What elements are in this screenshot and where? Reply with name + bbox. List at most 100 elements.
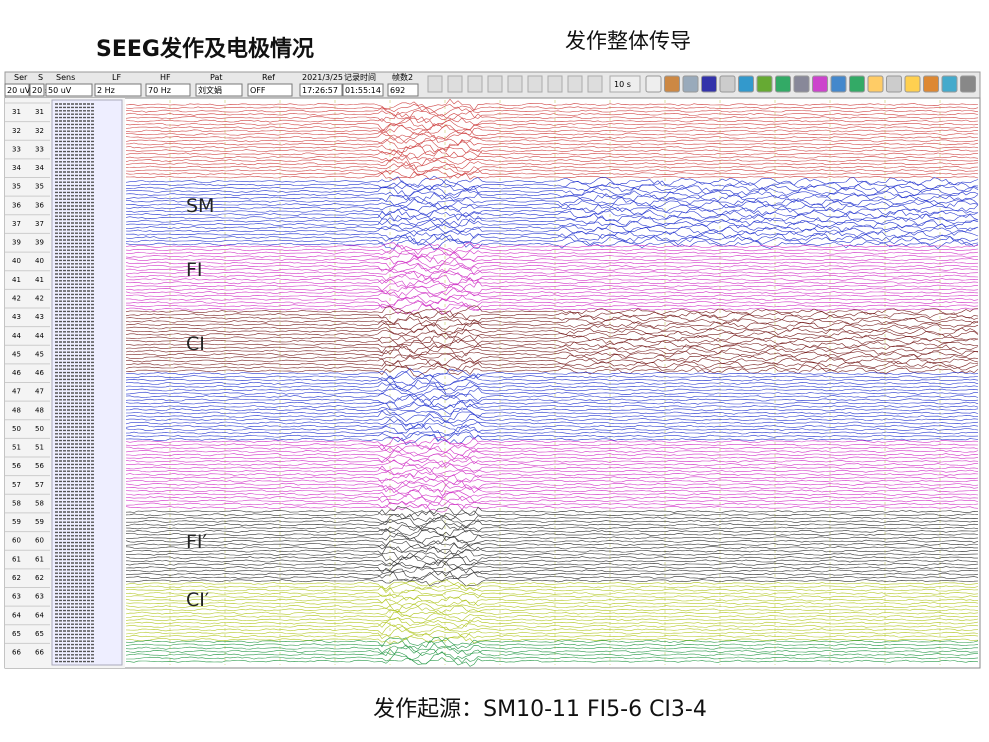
eeg-trace: [125, 208, 979, 221]
toolbar-field[interactable]: [195, 83, 243, 97]
eeg-trace: [125, 403, 979, 415]
toolbar-icon[interactable]: [756, 75, 773, 93]
toolbar-icon[interactable]: [738, 75, 754, 93]
toolbar-field[interactable]: [247, 83, 293, 97]
eeg-trace: [125, 526, 979, 537]
channel-number: 39: [35, 239, 44, 247]
toolbar-icon[interactable]: [923, 75, 939, 93]
toolbar-button[interactable]: [487, 75, 503, 93]
eeg-trace: [125, 325, 979, 336]
eeg-trace: [125, 519, 979, 531]
eeg-trace: [125, 344, 979, 357]
eeg-trace: [125, 136, 979, 146]
toolbar-icon[interactable]: [645, 75, 662, 93]
eeg-trace: [125, 232, 979, 244]
toolbar-icon[interactable]: [775, 75, 791, 93]
toolbar-icon[interactable]: [849, 75, 865, 93]
channel-number: 60: [12, 537, 21, 545]
toolbar-field[interactable]: [299, 83, 343, 97]
channel-number: 36: [35, 201, 44, 209]
channel-number: 48: [12, 406, 21, 414]
toolbar-button[interactable]: [527, 75, 543, 93]
toolbar-value: 刘文娟: [198, 85, 222, 95]
eeg-trace: [125, 355, 979, 368]
toolbar-label: Ser: [14, 73, 28, 82]
toolbar-icon[interactable]: [867, 75, 884, 93]
eeg-trace: [125, 235, 979, 246]
eeg-trace: [125, 171, 979, 181]
toolbar-value: OFF: [250, 86, 266, 95]
eeg-trace: [125, 103, 979, 114]
eeg-trace: [125, 205, 979, 217]
eeg-trace: [125, 141, 979, 153]
eeg-trace: [125, 400, 979, 411]
toolbar-label: 记录时间: [344, 72, 376, 82]
eeg-trace: [125, 335, 979, 347]
channel-number: 62: [35, 574, 44, 582]
toolbar-button[interactable]: [507, 75, 523, 93]
eeg-trace: [125, 362, 979, 372]
toolbar-button[interactable]: [467, 75, 483, 93]
channel-number: 65: [35, 630, 44, 638]
eeg-trace: [125, 436, 979, 447]
toolbar-value: 20 uV: [7, 86, 31, 95]
toolbar-field[interactable]: [145, 83, 191, 97]
eeg-trace: [125, 559, 979, 569]
toolbar-label: 帧数2: [392, 72, 413, 82]
toolbar-field[interactable]: [45, 83, 93, 97]
toolbar-icon[interactable]: [830, 75, 847, 93]
toolbar-icon[interactable]: [664, 75, 680, 93]
eeg-trace: [125, 528, 979, 541]
eeg-trace: [125, 291, 979, 301]
eeg-trace: [125, 273, 979, 285]
toolbar-field[interactable]: [342, 83, 384, 97]
eeg-trace: [125, 332, 979, 344]
channel-number: 65: [12, 630, 21, 638]
toolbar-icon[interactable]: [904, 75, 921, 93]
channel-number: 41: [35, 276, 44, 284]
eeg-trace: [125, 111, 979, 123]
toolbar-icon[interactable]: [793, 75, 810, 93]
channel-number: 35: [35, 183, 44, 191]
channel-number: 42: [35, 295, 44, 303]
eeg-trace: [125, 283, 979, 296]
toolbar-icon[interactable]: [812, 75, 828, 93]
toolbar-icon[interactable]: [886, 75, 902, 93]
toolbar-button[interactable]: [547, 75, 563, 93]
toolbar-button[interactable]: [427, 75, 443, 93]
channel-number: 46: [35, 369, 44, 377]
toolbar-field[interactable]: [4, 83, 30, 97]
toolbar-field[interactable]: [29, 83, 45, 97]
toolbar-label: Ref: [262, 73, 275, 82]
eeg-trace: [125, 442, 979, 453]
toolbar-button[interactable]: [567, 75, 583, 93]
toolbar-button[interactable]: [587, 75, 603, 93]
page-length-field[interactable]: [609, 75, 641, 93]
eeg-trace: [126, 297, 979, 309]
channel-number: 42: [12, 295, 21, 303]
toolbar-value: 01:55:14: [345, 86, 381, 95]
eeg-trace: [125, 459, 979, 469]
eeg-trace: [125, 571, 979, 583]
toolbar-icon[interactable]: [701, 75, 717, 93]
eeg-trace: [125, 110, 979, 120]
eeg-trace: [125, 271, 979, 282]
toolbar-icon[interactable]: [719, 75, 736, 93]
toolbar-label: 2021/3/25: [302, 73, 343, 82]
toolbar-icon[interactable]: [941, 75, 958, 93]
eeg-trace: [125, 124, 979, 136]
eeg-trace: [125, 118, 979, 131]
eeg-trace: [125, 635, 979, 645]
toolbar-field[interactable]: [387, 83, 419, 97]
toolbar-icon[interactable]: [960, 75, 976, 93]
eeg-trace: [125, 429, 978, 439]
toolbar-icon[interactable]: [682, 75, 699, 93]
toolbar-button[interactable]: [447, 75, 463, 93]
eeg-trace: [125, 621, 979, 631]
channel-number: 58: [35, 499, 44, 507]
eeg-trace: [125, 159, 979, 171]
page-length: 10 s: [614, 80, 631, 89]
toolbar-field[interactable]: [94, 83, 142, 97]
toolbar-label: S: [38, 73, 43, 82]
eeg-trace: [125, 348, 979, 359]
